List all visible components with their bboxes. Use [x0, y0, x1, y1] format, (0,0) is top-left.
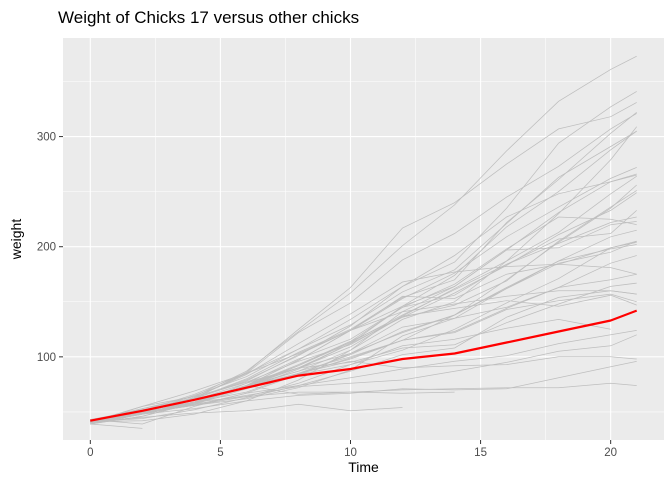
- x-tick-label: 5: [217, 447, 223, 459]
- x-tick-label: 10: [344, 447, 357, 459]
- x-tick-label: 20: [604, 447, 617, 459]
- chick-series-line: [90, 113, 637, 424]
- chick-series-line: [90, 423, 143, 429]
- x-tick-label: 15: [474, 447, 487, 459]
- axis-ticks: 0 5 10 15 20 100 200 300: [37, 132, 617, 459]
- chick-17-series-line: [90, 309, 638, 422]
- y-tick-label: 100: [37, 352, 56, 364]
- y-axis-title: weight: [8, 219, 24, 261]
- x-axis-title: Time: [348, 459, 379, 475]
- chick-series-line: [90, 403, 403, 423]
- chick-series-line: [90, 210, 637, 425]
- x-tick-label: 0: [87, 447, 93, 459]
- chick-series-line: [90, 221, 637, 423]
- chart-title: Weight of Chicks 17 versus other chicks: [58, 8, 359, 27]
- y-tick-label: 200: [37, 242, 56, 254]
- chick-series-line: [90, 55, 637, 423]
- chick-series-line: [90, 330, 637, 423]
- chick-series-line: [90, 91, 637, 423]
- chick-series-line: [90, 216, 637, 423]
- highlight-layer: [90, 309, 638, 422]
- y-tick-label: 300: [37, 132, 56, 144]
- chick-series-line: [90, 175, 637, 425]
- plot-panel: [63, 38, 664, 440]
